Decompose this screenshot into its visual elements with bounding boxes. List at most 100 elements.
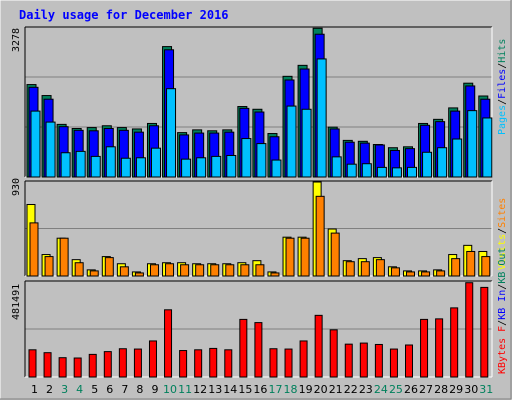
day-label: 21 — [329, 383, 343, 396]
kbytes-bar — [344, 343, 353, 378]
pages-bar — [467, 110, 478, 178]
sites-bar — [315, 195, 325, 277]
kbytes-bar — [329, 329, 338, 378]
legend-kb-word: KBytes — [497, 338, 508, 374]
pages-bar — [361, 163, 372, 178]
pages-bar — [256, 143, 267, 178]
kbytes-bar — [269, 348, 278, 378]
sites-bar — [375, 259, 385, 277]
legend-kb-word: KB — [497, 308, 508, 320]
sites-bar — [345, 261, 355, 277]
sites-bar — [74, 262, 84, 277]
day-label: 19 — [299, 383, 313, 396]
kbytes-bar — [299, 340, 308, 378]
sites-bar — [210, 264, 220, 277]
sites-bar — [104, 257, 114, 277]
pages-bar — [316, 58, 327, 178]
legend-kb-word: / — [497, 320, 508, 326]
kbytes-bar — [148, 340, 157, 378]
pages-bar — [241, 138, 252, 178]
pages-bar — [211, 155, 222, 178]
kbytes-bar — [58, 357, 67, 378]
day-label: 6 — [106, 383, 113, 396]
pages-bar — [90, 155, 101, 178]
sites-bar — [285, 237, 295, 277]
kbytes-bar — [28, 349, 37, 378]
pages-bar — [271, 159, 282, 178]
pages-bar — [422, 151, 433, 178]
legend-kb-word: / — [497, 284, 508, 290]
legend-hits-word: / — [497, 99, 508, 105]
kbytes-bar — [209, 347, 218, 378]
pages-bar — [346, 163, 357, 178]
legend-kb-word: KB — [497, 272, 508, 284]
kbytes-bar — [133, 348, 142, 378]
sites-bar — [134, 272, 144, 277]
kbytes-bar — [435, 318, 444, 378]
day-label: 2 — [46, 383, 53, 396]
day-label: 22 — [344, 383, 358, 396]
kbytes-bar — [224, 349, 233, 378]
legend-hits-word: Hits — [497, 39, 508, 63]
sites-bar — [360, 261, 370, 277]
day-label: 28 — [434, 383, 448, 396]
sites-bar — [29, 222, 39, 277]
sites-bar — [255, 264, 265, 277]
legend-visits-word: / — [497, 228, 508, 234]
legend-hits-word: Pages — [497, 105, 508, 135]
pages-bar — [331, 156, 342, 178]
day-label: 7 — [121, 383, 128, 396]
sites-bar — [390, 267, 400, 277]
legend-visits-word: Visits — [497, 234, 508, 270]
kbytes-bar — [118, 348, 127, 378]
legend-hits-word: / — [497, 63, 508, 69]
pages-bar — [407, 166, 417, 178]
pages-bar — [75, 150, 86, 178]
day-label: 9 — [151, 383, 158, 396]
day-label: 25 — [389, 383, 403, 396]
day-labels: 1 2 3 4 5 6 7 8 9 10 11 12 13 14 15 16 17 18 19 20 21 22 23 24 2… — [31, 383, 493, 396]
pages-bar — [105, 146, 116, 178]
hits-panel-max-label: 3278 — [11, 28, 22, 52]
kbytes-bar — [239, 318, 248, 378]
sites-bar — [44, 256, 54, 277]
day-label: 14 — [223, 383, 237, 396]
sites-bar — [149, 264, 159, 277]
pages-bar — [196, 157, 207, 178]
sites-bar — [436, 270, 446, 277]
kbytes-bar — [179, 350, 188, 378]
pages-bar — [391, 167, 402, 178]
sites-bar — [165, 263, 175, 277]
day-label: 24 — [374, 383, 388, 396]
day-label: 1 — [31, 383, 38, 396]
legend-kb-text: KBytes F/KB In/KB Out — [497, 248, 508, 374]
pages-bar — [135, 157, 146, 178]
day-label: 5 — [91, 383, 98, 396]
legend-hits-text: Pages/Files/Hits — [497, 39, 508, 135]
sites-bar — [89, 270, 99, 277]
legend-visits-word: Sites — [497, 198, 508, 228]
pages-bar — [60, 152, 71, 178]
kbytes-bar — [284, 348, 293, 378]
kbytes-bar — [389, 348, 398, 378]
legend-kb-word: F — [497, 326, 508, 338]
sites-bar — [466, 250, 476, 277]
day-label: 31 — [479, 383, 493, 396]
sites-bar — [270, 272, 280, 277]
pages-bar — [437, 147, 448, 178]
day-label: 20 — [314, 383, 328, 396]
day-label: 23 — [359, 383, 373, 396]
sites-bar — [481, 256, 491, 277]
day-label: 4 — [76, 383, 83, 396]
sites-bar — [330, 232, 340, 277]
sites-bar — [421, 271, 431, 277]
legend-hits-word: Files — [497, 69, 508, 99]
sites-bar — [225, 264, 235, 277]
sites-bar — [406, 271, 415, 277]
day-label: 13 — [208, 383, 222, 396]
kbytes-bar — [359, 342, 368, 378]
kbytes-bar — [450, 307, 459, 378]
day-label: 12 — [193, 383, 207, 396]
kbytes-panel — [24, 280, 493, 378]
pages-bar — [226, 154, 237, 178]
